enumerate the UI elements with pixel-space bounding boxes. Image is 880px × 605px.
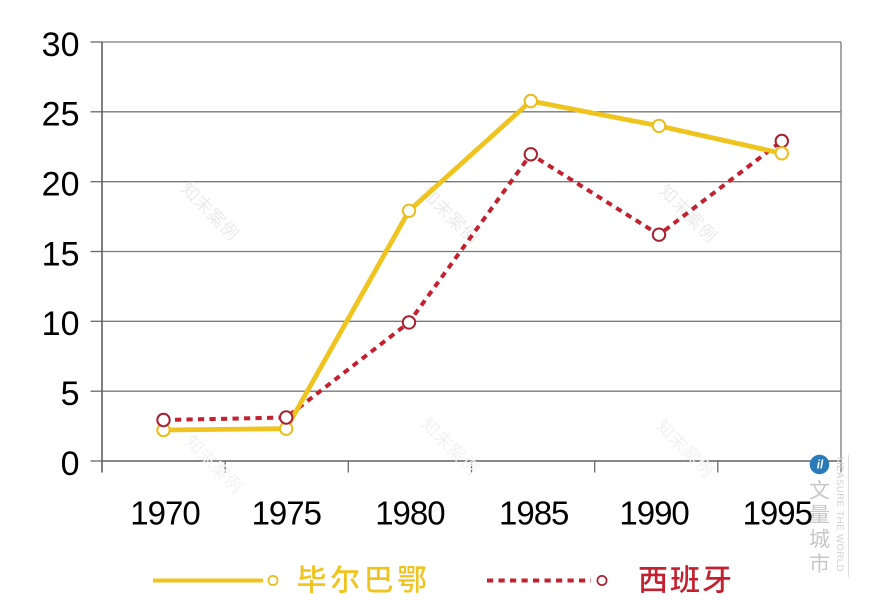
svg-text:10: 10 — [42, 305, 80, 343]
svg-text:1990: 1990 — [619, 495, 689, 532]
svg-text:20: 20 — [42, 166, 80, 204]
svg-text:1970: 1970 — [130, 495, 200, 532]
svg-text:1985: 1985 — [499, 495, 568, 532]
svg-text:MEASURE THE WORLD: MEASURE THE WORLD — [834, 457, 845, 572]
svg-text:0: 0 — [61, 445, 80, 483]
svg-text:1995: 1995 — [743, 495, 812, 532]
svg-text:30: 30 — [42, 26, 80, 64]
svg-text:1980: 1980 — [375, 495, 445, 532]
svg-text:25: 25 — [42, 96, 80, 134]
svg-text:1975: 1975 — [252, 495, 321, 532]
svg-text:15: 15 — [42, 235, 80, 273]
svg-text:il: il — [817, 460, 824, 472]
svg-text:5: 5 — [61, 375, 80, 413]
